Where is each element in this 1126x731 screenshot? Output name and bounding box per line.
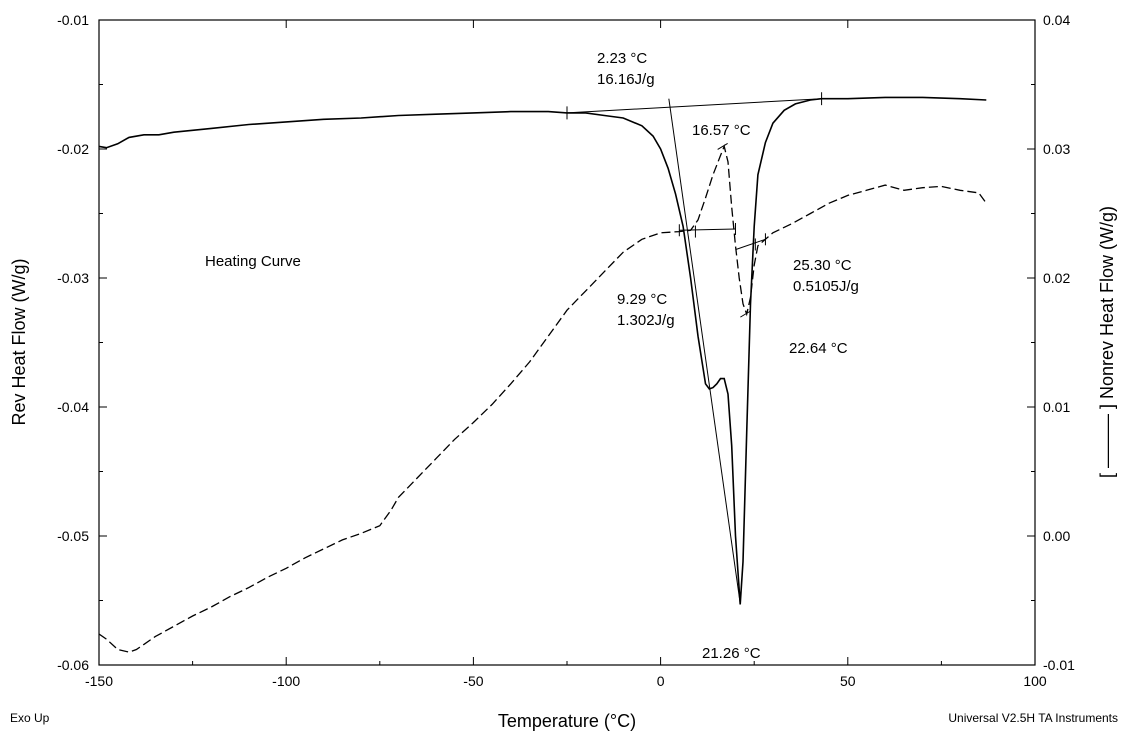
footer-exo-up: Exo Up: [10, 711, 50, 725]
svg-text:22.64 °C: 22.64 °C: [789, 340, 848, 357]
y-tick-label: -0.01: [57, 12, 89, 28]
y-tick-label: -0.02: [57, 141, 89, 157]
annotation-nonrev-min: 22.64 °C: [789, 340, 848, 357]
annotation-onset: 2.23 °C 16.16J/g: [597, 50, 655, 88]
y-tick-label: -0.06: [57, 657, 89, 673]
y-tick-label: -0.05: [57, 528, 89, 544]
svg-text:0.5105J/g: 0.5105J/g: [793, 278, 859, 295]
x-tick-label: 50: [840, 673, 856, 689]
annotation-nonrev-right: 25.30 °C 0.5105J/g: [793, 257, 859, 295]
annotation-nonrev-left: 9.29 °C 1.302J/g: [617, 291, 675, 329]
annotation-nonrev-peak: 16.57 °C: [692, 122, 751, 139]
x-axis-ticks: -150 -100 -50 0 50 100: [85, 20, 1047, 689]
svg-text:21.26 °C: 21.26 °C: [702, 645, 761, 662]
curves: [98, 96, 987, 653]
svg-text:16.16J/g: 16.16J/g: [597, 71, 655, 88]
x-tick-label: 0: [657, 673, 665, 689]
footer-instrument: Universal V2.5H TA Instruments: [948, 711, 1118, 725]
y-axis-right-ticks: 0.04 0.03 0.02 0.01 0.00 -0.01: [1027, 12, 1075, 673]
y2-tick-label: -0.01: [1043, 657, 1075, 673]
annotation-heating-curve: Heating Curve: [205, 253, 301, 270]
nonrev-min-marker: [740, 310, 751, 318]
x-tick-label: -100: [272, 673, 300, 689]
rev-heat-flow-curve: [98, 96, 987, 605]
onset-tangent-line: [668, 98, 741, 605]
annotation-rev-peak: 21.26 °C: [702, 645, 761, 662]
y2-tick-label: 0.03: [1043, 141, 1070, 157]
svg-text:9.29 °C: 9.29 °C: [617, 291, 667, 308]
svg-text:16.57 °C: 16.57 °C: [692, 122, 751, 139]
x-tick-label: 100: [1023, 673, 1047, 689]
svg-text:25.30 °C: 25.30 °C: [793, 257, 852, 274]
x-tick-label: -150: [85, 673, 113, 689]
y-axis-left-title: Rev Heat Flow (W/g): [9, 258, 29, 425]
y-tick-label: -0.04: [57, 399, 89, 415]
y2-tick-label: 0.00: [1043, 528, 1070, 544]
svg-text:1.302J/g: 1.302J/g: [617, 312, 675, 329]
svg-text:2.23 °C: 2.23 °C: [597, 50, 647, 67]
rev-baseline: [566, 98, 822, 114]
nonrev-heat-flow-curve: [98, 144, 987, 653]
y-tick-label: -0.03: [57, 270, 89, 286]
x-axis-title: Temperature (°C): [498, 711, 636, 731]
y-axis-left-ticks: -0.01 -0.02 -0.03 -0.04 -0.05 -0.06: [57, 12, 107, 673]
nonrev-peak-marker: [717, 142, 728, 150]
nonrev-baseline-right: [735, 238, 766, 251]
y2-tick-label: 0.01: [1043, 399, 1070, 415]
y2-tick-label: 0.02: [1043, 270, 1070, 286]
y2-tick-label: 0.04: [1043, 12, 1070, 28]
y-axis-right-title: [ ——— ] Nonrev Heat Flow (W/g): [1097, 206, 1117, 478]
x-tick-label: -50: [463, 673, 483, 689]
svg-text:Heating Curve: Heating Curve: [205, 253, 301, 270]
analysis-construction-lines: [566, 92, 823, 605]
